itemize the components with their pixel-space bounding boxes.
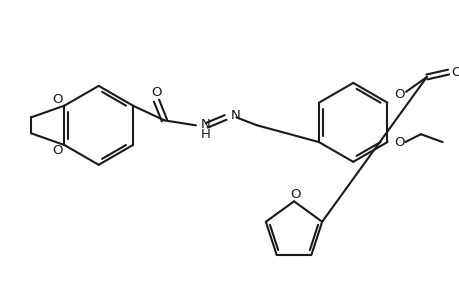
Text: O: O — [393, 136, 403, 148]
Text: O: O — [290, 188, 301, 201]
Text: N: N — [201, 118, 210, 131]
Text: H: H — [201, 128, 210, 141]
Text: O: O — [151, 86, 162, 99]
Text: O: O — [52, 145, 63, 158]
Text: O: O — [393, 88, 403, 101]
Text: N: N — [230, 109, 240, 122]
Text: O: O — [52, 93, 63, 106]
Text: O: O — [450, 66, 459, 79]
